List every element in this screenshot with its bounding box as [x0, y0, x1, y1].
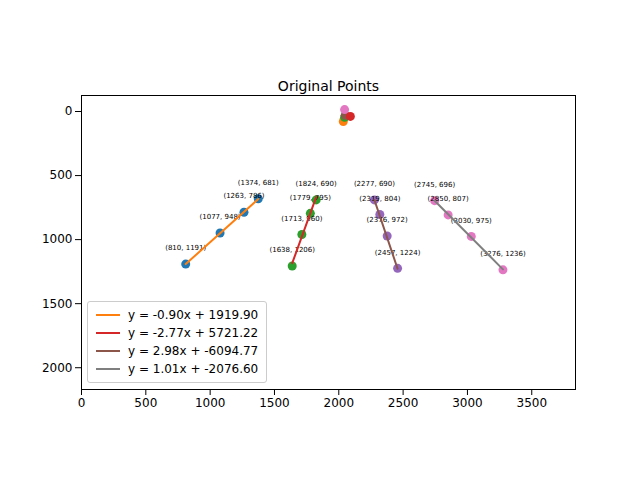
svg-text:500: 500 — [50, 168, 73, 182]
svg-text:3500: 3500 — [516, 396, 547, 410]
svg-text:(1077, 948): (1077, 948) — [199, 213, 241, 222]
svg-text:2000: 2000 — [42, 361, 73, 375]
svg-text:(1638, 1206): (1638, 1206) — [269, 246, 315, 254]
html-text:y = 2.98x + -6094.77: y = 2.98x + -6094.77 — [128, 344, 259, 358]
svg-text:(2319, 804): (2319, 804) — [359, 195, 400, 203]
svg-text:(1374, 681): (1374, 681) — [238, 179, 279, 187]
svg-text:1500: 1500 — [42, 297, 73, 311]
svg-text:(1779, 795): (1779, 795) — [290, 194, 331, 202]
html-text:y = -2.77x + 5721.22: y = -2.77x + 5721.22 — [128, 326, 259, 340]
svg-text:(2376, 972): (2376, 972) — [367, 216, 408, 224]
svg-text:2500: 2500 — [388, 396, 419, 410]
svg-text:(810, 1191): (810, 1191) — [165, 244, 207, 253]
svg-text:1500: 1500 — [259, 396, 290, 410]
svg-text:0: 0 — [78, 396, 86, 410]
svg-text:(2457, 1224): (2457, 1224) — [375, 249, 421, 257]
svg-text:500: 500 — [134, 396, 157, 410]
svg-text:(2277, 690): (2277, 690) — [354, 180, 395, 188]
svg-text:(2850, 807): (2850, 807) — [428, 195, 469, 203]
svg-text:(3030, 975): (3030, 975) — [450, 216, 492, 225]
html-text:y = -0.90x + 1919.90: y = -0.90x + 1919.90 — [128, 308, 259, 322]
svg-text:Original Points: Original Points — [278, 78, 379, 94]
svg-text:(1263, 786): (1263, 786) — [223, 192, 265, 201]
svg-text:1000: 1000 — [195, 396, 226, 410]
svg-text:(1713, 960): (1713, 960) — [281, 215, 322, 223]
svg-text:2000: 2000 — [324, 396, 355, 410]
svg-text:(1824, 690): (1824, 690) — [296, 180, 337, 188]
svg-text:(3276, 1236): (3276, 1236) — [480, 250, 526, 259]
html-text:y = 1.01x + -2076.60: y = 1.01x + -2076.60 — [128, 362, 259, 376]
svg-text:0: 0 — [65, 104, 73, 118]
svg-text:(2745, 696): (2745, 696) — [414, 181, 455, 189]
svg-text:1000: 1000 — [42, 232, 73, 246]
svg-text:3000: 3000 — [452, 396, 483, 410]
